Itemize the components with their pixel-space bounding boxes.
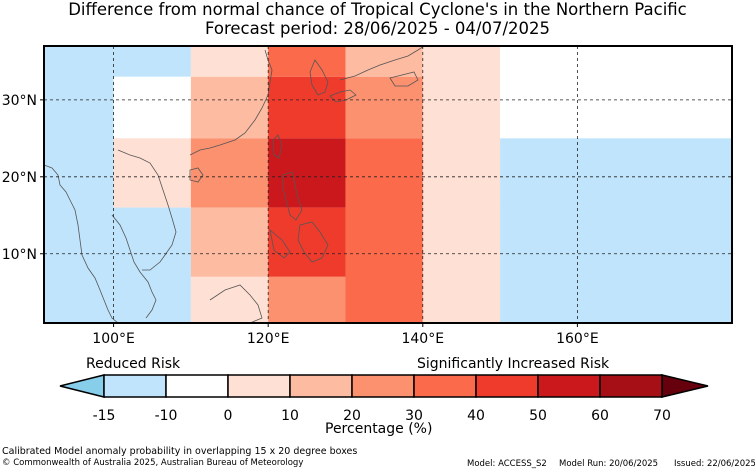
anomaly-cells xyxy=(44,46,732,323)
anomaly-cell-19 xyxy=(422,207,501,323)
legend-swatch xyxy=(289,374,353,398)
coastlines xyxy=(44,46,425,323)
lon-tick-label: 120°E xyxy=(247,331,290,347)
anomaly-cell-21 xyxy=(500,138,732,323)
graticule xyxy=(44,46,732,323)
legend-tick-label: 40 xyxy=(467,408,485,424)
map-frame xyxy=(43,45,733,324)
copyright-note: © Commonwealth of Australia 2025, Austra… xyxy=(2,458,304,468)
legend-swatch xyxy=(103,374,167,398)
lon-tick-label: 160°E xyxy=(556,331,599,347)
anomaly-cell-16 xyxy=(345,76,423,139)
lat-tick-label: 30°N xyxy=(2,93,37,109)
legend-extend-high xyxy=(661,374,709,398)
anomaly-cell-17 xyxy=(345,138,423,323)
legend-axis-label: Percentage (%) xyxy=(325,421,433,437)
lat-tick-label: 20°N xyxy=(2,170,37,186)
anomaly-cell-5 xyxy=(190,46,269,77)
model-name: Model: ACCESS_S2 xyxy=(467,459,547,469)
increased-risk-label: Significantly Increased Risk xyxy=(417,356,610,372)
anomaly-cell-11 xyxy=(268,76,346,139)
anomaly-cell-18 xyxy=(422,46,501,208)
anomaly-cell-7 xyxy=(190,138,269,208)
lat-tick-label: 10°N xyxy=(2,247,37,263)
lon-tick-label: 140°E xyxy=(401,331,444,347)
anomaly-cell-10 xyxy=(268,46,346,77)
legend-swatch xyxy=(413,374,477,398)
forecast-period: Forecast period: 28/06/2025 - 04/07/2025 xyxy=(204,19,551,38)
anomaly-cell-2 xyxy=(113,76,191,139)
anomaly-cell-9 xyxy=(190,276,269,323)
legend-tick-label: -10 xyxy=(155,408,178,424)
legend-swatch xyxy=(537,374,601,398)
anomaly-cell-20 xyxy=(500,46,732,139)
legend-extend-low xyxy=(59,374,105,398)
legend-tick-label: 30 xyxy=(405,408,423,424)
anomaly-cell-1 xyxy=(113,46,191,77)
anomaly-cell-13 xyxy=(268,207,346,277)
anomaly-cell-6 xyxy=(190,76,269,139)
latitude-ticks: 30°N 20°N 10°N xyxy=(2,93,44,263)
lon-tick-label: 100°E xyxy=(92,331,135,347)
anomaly-cell-4 xyxy=(113,207,191,323)
legend-tick-label: 0 xyxy=(224,408,233,424)
color-legend: -15 -10 0 10 20 30 40 50 60 70 xyxy=(59,374,709,424)
legend-tick-label: 10 xyxy=(281,408,299,424)
legend-swatch xyxy=(599,374,663,398)
legend-tick-label: 20 xyxy=(343,408,361,424)
legend-tick-label: 50 xyxy=(529,408,547,424)
issued-date: Issued: 22/06/2025 xyxy=(674,459,755,469)
legend-tick-label: 70 xyxy=(653,408,671,424)
anomaly-cell-8 xyxy=(190,207,269,277)
legend-swatch xyxy=(165,374,229,398)
model-run-date: Model Run: 20/06/2025 xyxy=(559,459,659,469)
anomaly-cell-3 xyxy=(113,138,191,208)
anomaly-cell-0 xyxy=(44,46,114,323)
description-note: Calibrated Model anomaly probability in … xyxy=(2,446,358,457)
legend-swatch xyxy=(351,374,415,398)
legend-swatch xyxy=(227,374,291,398)
longitude-ticks: 100°E 120°E 140°E 160°E xyxy=(92,323,599,347)
anomaly-cell-15 xyxy=(345,46,423,77)
legend-swatch xyxy=(475,374,539,398)
legend-tick-label: 60 xyxy=(591,408,609,424)
anomaly-cell-12 xyxy=(268,138,346,208)
map-title: Difference from normal chance of Tropica… xyxy=(68,0,687,19)
reduced-risk-label: Reduced Risk xyxy=(86,356,181,372)
anomaly-cell-14 xyxy=(268,276,346,323)
legend-tick-label: -15 xyxy=(93,408,116,424)
